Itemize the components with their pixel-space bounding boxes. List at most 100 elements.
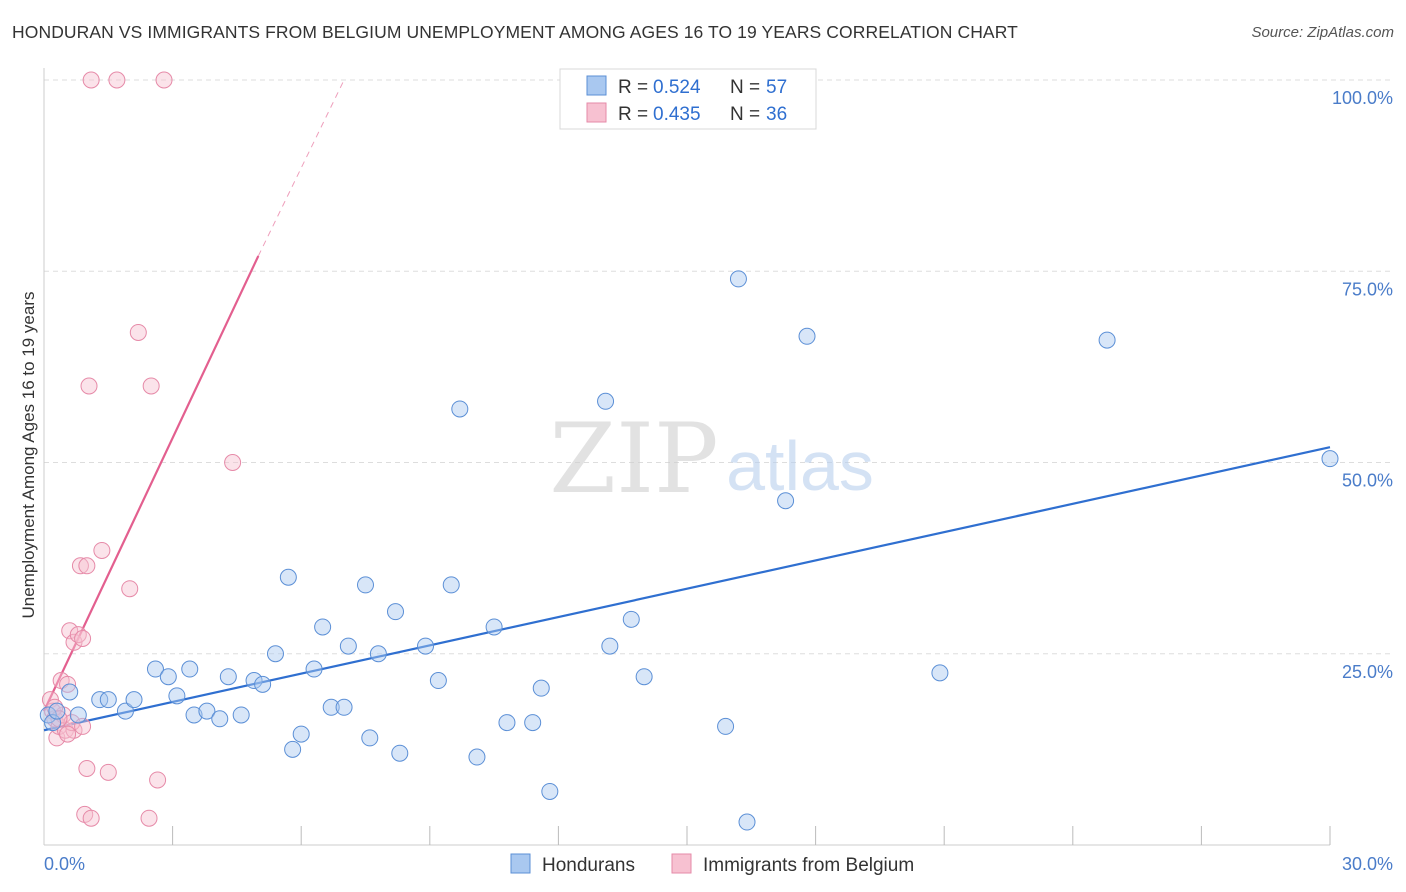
trend-layer xyxy=(43,79,1331,732)
point-belgium xyxy=(74,629,92,647)
point-hondurans xyxy=(339,637,357,655)
y-tick-label: 25.0% xyxy=(1342,662,1393,682)
point-hondurans xyxy=(541,782,559,800)
legend-r-label-belgium: R = xyxy=(618,104,648,125)
point-belgium xyxy=(65,633,83,651)
point-hondurans xyxy=(601,637,619,655)
trendline-belgium xyxy=(43,255,260,712)
chart-source: Source: ZipAtlas.com xyxy=(1251,24,1394,41)
point-belgium xyxy=(78,760,96,777)
point-hondurans xyxy=(211,710,229,728)
bottom-legend-label-belgium: Immigrants from Belgium xyxy=(703,855,914,876)
point-belgium xyxy=(80,377,98,395)
x-tick-label: 30.0% xyxy=(1342,854,1393,874)
point-hondurans xyxy=(1321,450,1339,468)
point-hondurans xyxy=(292,725,310,743)
legend-n-value-hondurans: 57 xyxy=(766,77,787,98)
point-hondurans xyxy=(69,706,87,724)
point-hondurans xyxy=(417,637,435,655)
point-hondurans xyxy=(468,748,486,766)
axis-layer: 25.0% 50.0% 75.0% 100.0% 0.0% 30.0% xyxy=(43,68,1393,874)
point-belgium xyxy=(93,541,111,559)
bottom-legend-swatch-hondurans xyxy=(510,853,531,874)
legend-r-label-hondurans: R = xyxy=(618,77,648,98)
point-hondurans xyxy=(429,672,447,690)
point-hondurans xyxy=(99,691,117,709)
point-hondurans xyxy=(335,698,353,716)
legend-n-label-belgium: N = xyxy=(730,104,760,125)
watermark-zip: ZIP xyxy=(549,403,718,515)
point-hondurans xyxy=(717,717,735,735)
point-hondurans xyxy=(146,660,164,678)
point-hondurans xyxy=(1098,331,1116,349)
legend-n-label-hondurans: N = xyxy=(730,77,760,98)
point-hondurans xyxy=(232,706,250,724)
legend-swatch-hondurans xyxy=(586,75,607,96)
point-hondurans xyxy=(185,706,203,724)
point-hondurans xyxy=(931,664,949,682)
point-belgium xyxy=(82,809,100,827)
point-hondurans xyxy=(44,714,62,732)
point-hondurans xyxy=(284,740,302,758)
point-hondurans xyxy=(622,610,640,628)
point-hondurans xyxy=(442,576,460,594)
watermark-atlas: atlas xyxy=(726,427,874,505)
point-belgium xyxy=(82,71,100,89)
y-axis-label: Unemployment Among Ages 16 to 19 years xyxy=(19,292,38,619)
point-hondurans xyxy=(168,687,186,705)
point-hondurans xyxy=(387,603,405,621)
point-hondurans xyxy=(729,270,747,288)
point-hondurans xyxy=(391,744,409,762)
bottom-legend: Hondurans Immigrants from Belgium xyxy=(510,853,914,876)
bottom-legend-label-hondurans: Hondurans xyxy=(542,855,635,876)
y-tick-label: 50.0% xyxy=(1342,471,1393,491)
point-belgium xyxy=(61,622,79,640)
point-belgium xyxy=(59,725,77,743)
trendline-hondurans xyxy=(43,446,1331,732)
point-hondurans xyxy=(357,576,374,594)
point-hondurans xyxy=(198,702,216,720)
point-hondurans xyxy=(159,668,177,686)
point-belgium xyxy=(121,580,139,598)
point-hondurans xyxy=(777,492,795,510)
point-hondurans xyxy=(485,618,503,636)
point-hondurans xyxy=(254,675,272,693)
y-tick-label: 75.0% xyxy=(1342,279,1393,299)
point-hondurans xyxy=(39,706,57,724)
point-hondurans xyxy=(91,691,109,709)
point-hondurans xyxy=(245,672,263,690)
point-hondurans xyxy=(524,714,542,732)
watermark: ZIP atlas xyxy=(549,403,874,515)
point-hondurans xyxy=(498,714,516,732)
bottom-legend-swatch-belgium xyxy=(671,853,692,874)
point-belgium xyxy=(149,771,167,789)
points-layer xyxy=(39,71,1339,831)
chart-title: HONDURAN VS IMMIGRANTS FROM BELGIUM UNEM… xyxy=(12,22,1018,42)
point-hondurans xyxy=(635,668,653,686)
point-belgium xyxy=(140,809,158,827)
point-hondurans xyxy=(322,698,340,716)
grid-layer xyxy=(44,79,1394,655)
point-belgium xyxy=(129,323,147,341)
point-hondurans xyxy=(219,668,237,686)
point-belgium xyxy=(71,557,89,575)
point-hondurans xyxy=(314,618,332,636)
point-belgium xyxy=(155,71,173,89)
point-hondurans xyxy=(738,813,756,831)
x-tick-label: 0.0% xyxy=(44,854,85,874)
legend-r-value-hondurans: 0.524 xyxy=(653,77,701,98)
point-belgium xyxy=(99,763,117,781)
point-hondurans xyxy=(305,660,323,678)
y-tick-label: 100.0% xyxy=(1332,88,1393,108)
point-hondurans xyxy=(798,327,816,345)
point-belgium xyxy=(74,717,92,735)
point-hondurans xyxy=(361,729,379,747)
point-belgium xyxy=(142,377,160,395)
point-belgium xyxy=(108,71,126,89)
legend-n-value-belgium: 36 xyxy=(766,104,787,125)
point-hondurans xyxy=(532,679,550,697)
legend: R = 0.524 N = 57 R = 0.435 N = 36 xyxy=(559,68,817,130)
point-hondurans xyxy=(48,702,66,720)
point-hondurans xyxy=(451,400,469,418)
point-belgium xyxy=(224,454,242,471)
